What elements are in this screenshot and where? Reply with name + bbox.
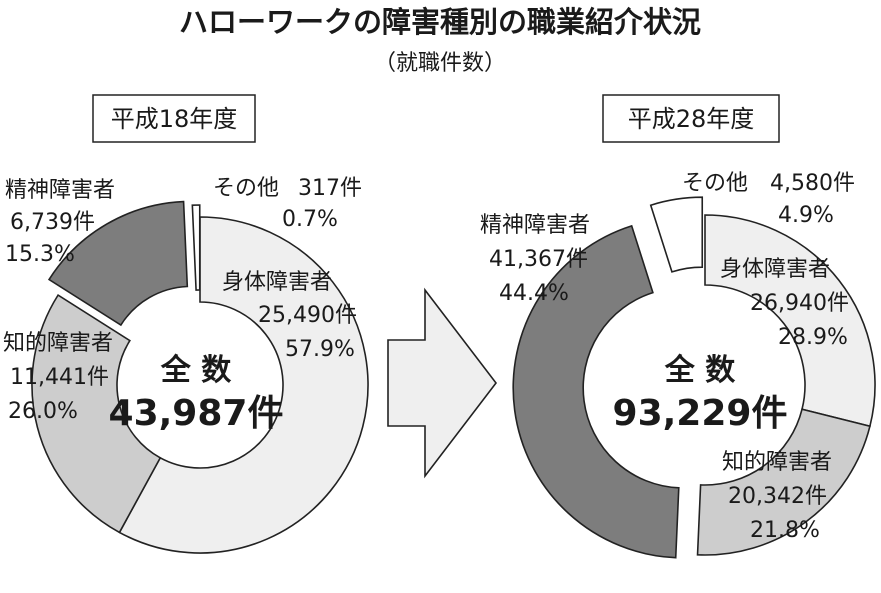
slice-percent: 26.0% bbox=[8, 399, 78, 424]
slice-label-right-other: その他 4,580件 4.9% bbox=[682, 171, 855, 228]
donut-chart-right bbox=[512, 196, 876, 559]
year-box-left bbox=[92, 94, 256, 143]
slice-percent: 21.8% bbox=[750, 518, 820, 543]
slice-name: 身体障害者 bbox=[720, 257, 830, 282]
slice-label-left-mental: 精神障害者 6,739件 15.3% bbox=[5, 178, 115, 267]
slice-count: 317件 bbox=[298, 176, 362, 201]
slice-count: 20,342件 bbox=[728, 484, 827, 509]
slice-count: 41,367件 bbox=[489, 247, 588, 272]
donut-slice-left-intellectual bbox=[31, 294, 162, 534]
donut-chart-left bbox=[31, 200, 369, 554]
donut-slice-right-intellectual bbox=[696, 408, 871, 556]
slice-name: その他 bbox=[682, 171, 748, 196]
slice-count: 11,441件 bbox=[10, 365, 109, 390]
slice-name: 知的障害者 bbox=[722, 450, 832, 475]
slice-name: 精神障害者 bbox=[480, 213, 590, 238]
slice-name: 身体障害者 bbox=[222, 270, 332, 295]
year-label-right: 平成28年度 bbox=[628, 105, 755, 133]
center-value-left: 43,987件 bbox=[109, 393, 284, 434]
arrow-right-icon bbox=[387, 287, 498, 479]
slice-name: その他 bbox=[213, 176, 279, 201]
slice-label-left-physical: 身体障害者 25,490件 57.9% bbox=[222, 270, 357, 362]
slice-percent: 44.4% bbox=[499, 281, 569, 306]
chart-subtitle: （就職件数） bbox=[374, 51, 506, 76]
donut-slice-left-physical bbox=[118, 216, 369, 554]
donut-slice-left-other bbox=[191, 204, 201, 291]
slice-label-right-physical: 身体障害者 26,940件 28.9% bbox=[720, 257, 849, 350]
slice-percent: 57.9% bbox=[285, 337, 355, 362]
year-label-left: 平成18年度 bbox=[111, 105, 238, 133]
slice-percent: 0.7% bbox=[282, 207, 338, 232]
slice-percent: 15.3% bbox=[5, 242, 75, 267]
year-box-right bbox=[602, 94, 780, 143]
center-label-right: 全 数 bbox=[664, 353, 736, 388]
center-label-left: 全 数 bbox=[160, 353, 232, 388]
donut-slice-right-other bbox=[649, 196, 704, 273]
slice-label-left-intellectual: 知的障害者 11,441件 26.0% bbox=[3, 331, 113, 424]
slice-count: 4,580件 bbox=[770, 171, 855, 196]
slice-name: 精神障害者 bbox=[5, 178, 115, 203]
donut-slice-right-physical bbox=[704, 214, 876, 428]
donut-slice-right-mental bbox=[512, 224, 680, 559]
donut-slice-left-mental bbox=[47, 200, 189, 327]
slice-label-right-intellectual: 知的障害者 20,342件 21.8% bbox=[722, 450, 832, 543]
slice-count: 6,739件 bbox=[10, 210, 95, 235]
chart-title: ハローワークの障害種別の職業紹介状況 bbox=[179, 5, 701, 39]
slice-percent: 4.9% bbox=[778, 203, 834, 228]
slice-count: 25,490件 bbox=[258, 303, 357, 328]
slice-label-right-mental: 精神障害者 41,367件 44.4% bbox=[480, 213, 590, 306]
slice-name: 知的障害者 bbox=[3, 331, 113, 356]
slice-label-left-other: その他 317件 0.7% bbox=[213, 176, 362, 232]
center-value-right: 93,229件 bbox=[613, 393, 788, 434]
slice-percent: 28.9% bbox=[778, 325, 848, 350]
slice-count: 26,940件 bbox=[750, 291, 849, 316]
